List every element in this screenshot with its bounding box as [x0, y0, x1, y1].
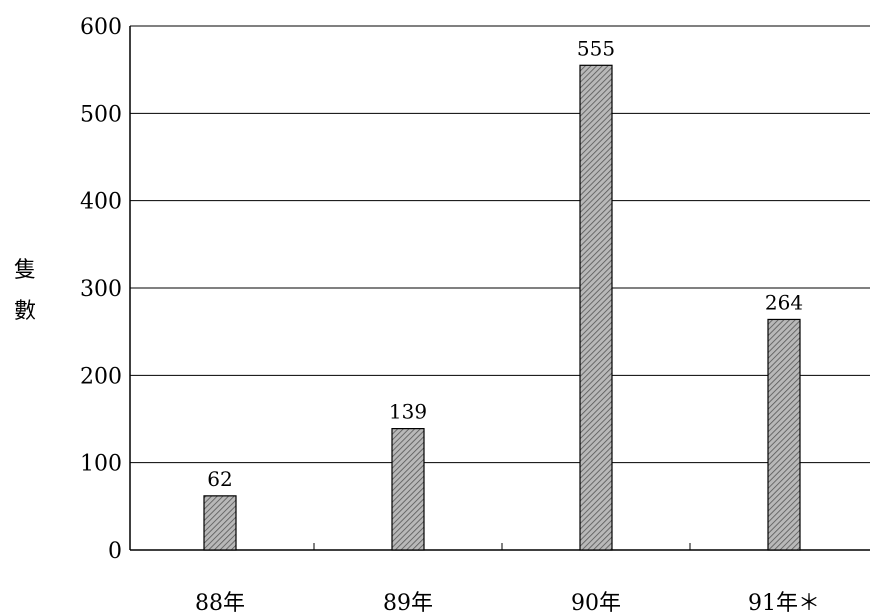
- bar: [767, 318, 801, 551]
- x-tick-label: 89年: [383, 591, 433, 616]
- y-axis-label-part-1: 隻: [14, 258, 36, 283]
- bar: [579, 64, 613, 551]
- y-tick-label: 500: [80, 102, 122, 127]
- bars: [203, 64, 801, 551]
- y-tick-label: 400: [80, 190, 122, 215]
- data-label: 264: [765, 290, 803, 314]
- x-tick-labels: 88年 89年 90年 91年＊: [195, 591, 820, 616]
- y-tick-label: 0: [108, 539, 122, 564]
- x-tick-label: 88年: [195, 591, 245, 616]
- y-tick-label: 600: [80, 15, 122, 40]
- value-labels: 62 139 555 264: [207, 36, 803, 491]
- axes: [129, 26, 870, 551]
- x-tick-label: 91年＊: [748, 591, 820, 616]
- y-tick-label: 200: [80, 364, 122, 389]
- y-tick-labels: 0 100 200 300 400 500 600: [80, 15, 122, 564]
- x-tick-label: 90年: [571, 591, 621, 616]
- data-label: 555: [577, 36, 615, 60]
- bar: [203, 495, 237, 551]
- y-axis-label-part-2: 數: [14, 299, 36, 324]
- data-label: 62: [207, 467, 232, 491]
- y-tick-label: 100: [80, 452, 122, 477]
- data-label: 139: [389, 400, 427, 424]
- gridlines: [130, 25, 870, 464]
- y-tick-label: 300: [80, 277, 122, 302]
- bar: [391, 428, 425, 551]
